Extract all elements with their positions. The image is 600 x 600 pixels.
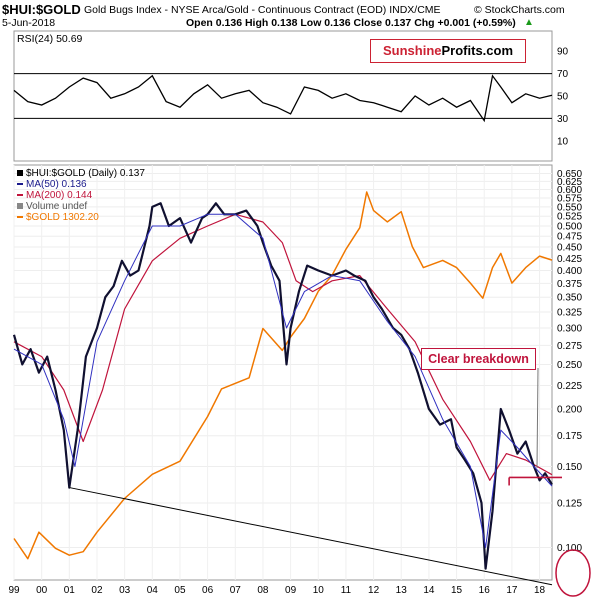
rsi-tick-label: 50: [557, 92, 569, 103]
watermark-part1: Sunshine: [382, 43, 442, 58]
header-chg-arrow: ▲: [524, 17, 534, 28]
x-tick-label: 10: [313, 585, 325, 596]
legend-item-price: $HUI:$GOLD (Daily) 0.137: [17, 168, 145, 179]
price-tick-label: 0.625: [557, 177, 582, 188]
legend-item-ma50: MA(50) 0.136: [17, 179, 145, 190]
x-tick-label: 99: [8, 585, 20, 596]
x-tick-label: 15: [451, 585, 463, 596]
price-tick-label: 0.250: [557, 360, 582, 371]
x-tick-label: 18: [534, 585, 546, 596]
x-tick-label: 08: [257, 585, 269, 596]
x-tick-label: 00: [36, 585, 48, 596]
breakdown-annotation: Clear breakdown: [421, 348, 536, 370]
price-tick-label: 0.325: [557, 308, 582, 319]
x-tick-label: 09: [285, 585, 297, 596]
ma200-series-line: [13, 213, 553, 481]
x-tick-label: 03: [119, 585, 131, 596]
price-tick-label: 0.600: [557, 185, 582, 196]
price-tick-label: 0.100: [557, 543, 582, 554]
x-tick-label: 13: [396, 585, 408, 596]
price-legend: $HUI:$GOLD (Daily) 0.137 MA(50) 0.136 MA…: [17, 168, 145, 223]
target-circle: [555, 549, 591, 597]
legend-item-ma200: MA(200) 0.144: [17, 190, 145, 201]
rsi-tick-label: 10: [557, 136, 569, 147]
legend-item-volume: Volume undef: [17, 201, 145, 212]
price-tick-label: 0.125: [557, 498, 582, 509]
price-tick-label: 0.550: [557, 202, 582, 213]
price-tick-label: 0.175: [557, 431, 582, 442]
watermark-part2: Profits.com: [441, 43, 514, 58]
x-axis-ticks: 99 00 01 02 03 04 05 06 07 08 09 10 11 12 13 14 15 16 17 18: [8, 585, 545, 596]
annotation-pointer: [536, 367, 539, 469]
price-tick-label: 0.575: [557, 194, 582, 205]
price-tick-label: 0.450: [557, 243, 582, 254]
rsi-tick-label: 70: [557, 69, 569, 80]
price-tick-label: 0.300: [557, 324, 582, 335]
rsi-lines: [13, 73, 553, 123]
x-tick-label: 01: [64, 585, 76, 596]
price-tick-label: 0.350: [557, 293, 582, 304]
price-tick-label: 0.650: [557, 169, 582, 180]
rsi-label: RSI(24) 50.69: [17, 33, 83, 45]
price-tick-label: 0.525: [557, 212, 582, 223]
ma50-series-line: [13, 213, 553, 548]
price-annotations: [69, 367, 591, 597]
rsi-series-line: [13, 74, 553, 123]
header-date: 5-Jun-2018: [2, 17, 56, 29]
price-tick-label: 0.400: [557, 266, 582, 277]
x-tick-label: 17: [506, 585, 518, 596]
rsi-ticks: 90 70 50 30 10: [557, 47, 569, 148]
price-series-line: [12, 202, 553, 570]
x-tick-label: 05: [174, 585, 186, 596]
price-tick-label: 0.150: [557, 462, 582, 473]
price-tick-label: 0.500: [557, 221, 582, 232]
x-tick-label: 07: [230, 585, 242, 596]
rsi-tick-label: 90: [557, 47, 569, 58]
x-tick-label: 02: [91, 585, 103, 596]
header-symbol: $HUI:$GOLD: [2, 2, 81, 17]
price-tick-label: 0.375: [557, 279, 582, 290]
header-description: Gold Bugs Index - NYSE Arca/Gold - Conti…: [84, 4, 441, 16]
price-tick-label: 0.200: [557, 405, 582, 416]
watermark-logo: SunshineProfits.com: [370, 39, 526, 63]
x-tick-label: 06: [202, 585, 214, 596]
price-series: [12, 191, 553, 570]
header-copyright: © StockCharts.com: [474, 4, 565, 16]
header-ohlc: Open 0.136 High 0.138 Low 0.136 Close 0.…: [186, 17, 516, 29]
price-tick-label: 0.425: [557, 254, 582, 265]
price-tick-label: 0.275: [557, 341, 582, 352]
support-trendline: [69, 487, 553, 586]
price-tick-label: 0.225: [557, 381, 582, 392]
price-tick-label: 0.475: [557, 232, 582, 243]
x-tick-label: 11: [341, 585, 352, 596]
x-tick-label: 16: [479, 585, 491, 596]
price-panel-frame: [13, 164, 553, 581]
x-tick-label: 12: [368, 585, 380, 596]
x-tick-label: 14: [423, 585, 435, 596]
rsi-tick-label: 30: [557, 114, 569, 125]
legend-item-gold: $GOLD 1302.20: [17, 212, 145, 223]
x-tick-label: 04: [147, 585, 159, 596]
